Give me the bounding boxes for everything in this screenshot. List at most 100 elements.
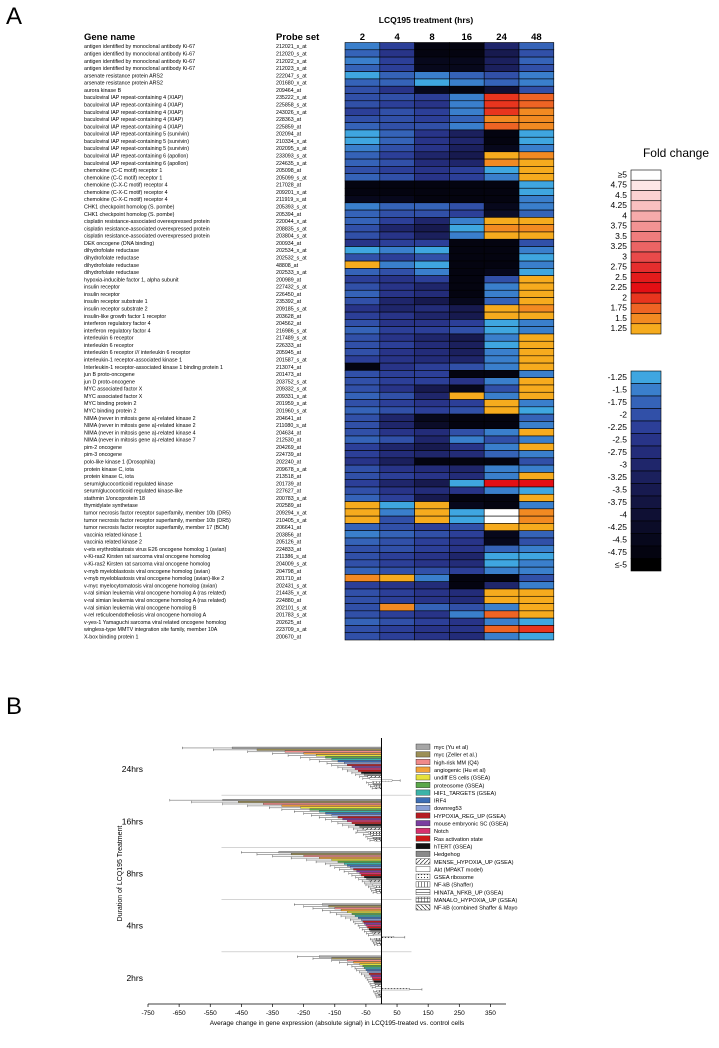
heatmap-cell — [483, 457, 520, 466]
bar — [361, 771, 382, 774]
legend-swatch — [630, 533, 662, 547]
probe-set: 205393_s_at — [276, 204, 307, 210]
heatmap-cell — [379, 173, 415, 182]
heatmap-cell — [379, 42, 415, 51]
heatmap-cell — [344, 603, 381, 612]
probe-set: 209185_s_at — [276, 307, 307, 313]
heatmap-cell — [483, 632, 520, 641]
heatmap-row: arsenate resistance protein ARS2 201680_x… — [84, 78, 555, 87]
heatmap-cell — [449, 319, 485, 327]
probe-set: 201587_s_at — [276, 358, 307, 364]
heatmap-cell — [414, 625, 450, 634]
probe-set: 202101_s_at — [276, 605, 307, 611]
heatmap-cell — [483, 377, 520, 386]
heatmap-cell — [518, 246, 555, 255]
bar — [361, 874, 382, 877]
bar — [322, 903, 382, 906]
heatmap-cell — [518, 450, 555, 459]
legend-swatch — [415, 858, 431, 865]
heatmap-cell — [344, 574, 381, 583]
heatmap-cell — [483, 202, 520, 211]
legend-label: angiogenic (Hu et al) — [434, 768, 486, 774]
heatmap-cell — [414, 486, 450, 495]
probe-set: 204641_at — [276, 416, 302, 422]
heatmap-row: baculoviral IAP repeat-containing 4 (XIA… — [84, 93, 555, 101]
heatmap-cell — [449, 603, 485, 612]
gene-name: chemokine (C-X-C motif) receptor 4 — [84, 197, 168, 203]
heatmap-cell — [344, 253, 381, 262]
x-tick-label: -50 — [361, 1010, 371, 1017]
bar — [319, 857, 382, 859]
heatmap-cell — [449, 275, 485, 284]
heatmap-cell — [518, 180, 555, 189]
gene-name: tumor necrosis factor receptor superfami… — [84, 525, 229, 531]
legend-label: ≥5 — [618, 169, 628, 179]
gene-name: antigen identified by monoclonal antibod… — [84, 44, 195, 50]
legend-swatch — [630, 520, 662, 534]
heatmap-cell — [379, 297, 415, 306]
heatmap-cell — [344, 595, 381, 604]
heatmap-cell — [449, 544, 485, 553]
probe-set: 227627_at — [276, 489, 302, 495]
heatmap-cell — [414, 552, 450, 561]
bar — [354, 767, 382, 770]
heatmap-cell — [344, 268, 381, 276]
heatmap-cell — [344, 442, 381, 451]
heatmap-cell — [483, 129, 520, 138]
heatmap-cell — [344, 377, 381, 386]
probe-set: 224880_at — [276, 598, 302, 604]
heatmap-cell — [518, 486, 555, 495]
heatmap-cell — [483, 246, 520, 255]
heatmap-cell — [379, 180, 415, 189]
heatmap-cell — [449, 435, 485, 444]
heatmap-cell — [414, 421, 450, 429]
heatmap-cell — [414, 348, 450, 357]
heatmap-cell — [414, 238, 450, 247]
heatmap-cell — [449, 566, 485, 575]
heatmap-cell — [449, 428, 485, 437]
heatmap-row: hypoxia-inducible factor 1, alpha subuni… — [84, 275, 555, 284]
heatmap-cell — [449, 391, 485, 400]
heatmap-cell — [379, 559, 415, 568]
heatmap-cell — [379, 71, 415, 80]
bar — [309, 808, 382, 811]
gene-name: Interleukin-1 receptor-associated kinase… — [84, 365, 223, 371]
gene-name: antigen identified by monoclonal antibod… — [84, 66, 195, 72]
probe-set: 225859_at — [276, 124, 302, 130]
heatmap-cell — [483, 195, 520, 204]
probe-set: 201680_x_at — [276, 81, 307, 87]
gene-name: chemokine (C-X-C motif) receptor 4 — [84, 190, 168, 196]
probe-set: 200783_s_at — [276, 496, 307, 502]
heatmap-cell — [414, 530, 450, 539]
heatmap-cell — [483, 610, 520, 619]
heatmap-cell — [483, 49, 520, 58]
heatmap-cell — [518, 362, 555, 371]
heatmap-cell — [344, 151, 381, 160]
heatmap-cell — [379, 151, 415, 160]
heatmap-cell — [483, 231, 520, 240]
heatmap-cell — [518, 559, 555, 568]
heatmap-cell — [344, 282, 381, 291]
bar — [328, 905, 382, 908]
bar — [343, 862, 382, 865]
legend-swatch — [415, 873, 431, 880]
heatmap-cell — [483, 209, 520, 218]
heatmap-cell — [449, 100, 485, 109]
heatmap-cell — [414, 64, 450, 72]
legend-swatch — [630, 458, 662, 472]
heatmap-row: serum/glucocorticoid regulated kinase-li… — [84, 486, 555, 495]
gene-name: CHK1 checkpoint homolog (S. pombe) — [84, 212, 175, 218]
heatmap-row: wingless-type MMTV integration site fami… — [84, 625, 555, 634]
heatmap-cell — [449, 180, 485, 189]
x-tick-label: -750 — [141, 1010, 154, 1017]
heatmap-cell — [379, 340, 415, 349]
probe-set: 213074_at — [276, 365, 302, 371]
bar — [238, 800, 382, 803]
heatmap-cell — [379, 107, 415, 116]
heatmap-cell — [379, 209, 415, 218]
x-tick-label: 150 — [423, 1010, 434, 1017]
heatmap-cell — [449, 289, 485, 298]
bar — [364, 967, 382, 970]
heatmap-cell — [414, 523, 450, 532]
